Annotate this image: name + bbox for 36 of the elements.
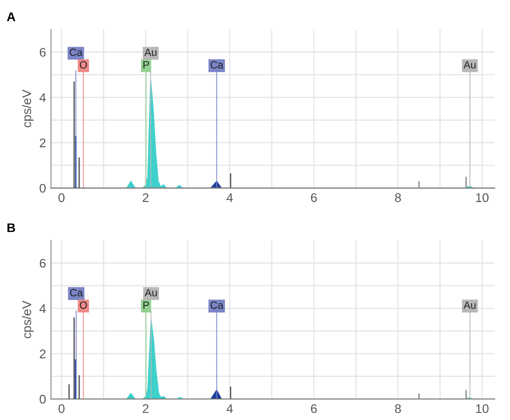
ref-line-label: O — [80, 301, 87, 309]
ref-line-label: Ca — [70, 48, 82, 56]
ref-line-label: Au — [144, 48, 156, 56]
x-tick-label: 6 — [311, 193, 317, 202]
ref-line-label: Ca — [210, 61, 224, 68]
y-tick-label: 2 — [40, 349, 46, 358]
x-tick-label: 8 — [395, 193, 401, 202]
x-tick-label: 0 — [58, 193, 64, 202]
x-tick-label: 2 — [142, 404, 148, 413]
y-axis-title: cps/eV — [22, 300, 34, 338]
x-tick-label: 0 — [58, 404, 64, 414]
y-tick-label: 0 — [40, 184, 46, 193]
ref-line-label: Ca — [210, 301, 224, 309]
y-axis-title: cps/eV — [22, 90, 34, 128]
ref-line-label: P — [143, 61, 149, 68]
y-tick-label: 2 — [40, 138, 46, 148]
ref-line-label: P — [143, 302, 149, 309]
x-tick-label: 2 — [142, 193, 148, 202]
ref-line-label: Au — [464, 302, 476, 309]
ref-line-label: Au — [144, 289, 157, 296]
x-tick-label: 6 — [311, 404, 317, 414]
x-tick-label: 8 — [395, 404, 401, 414]
y-tick-label: 0 — [40, 394, 46, 404]
ref-line-label: Ca — [70, 288, 83, 296]
chart-title: B — [7, 223, 16, 232]
y-tick-label: 4 — [39, 93, 46, 102]
y-tick-label: 6 — [40, 258, 46, 268]
x-tick-label: 4 — [226, 193, 233, 202]
ref-line-label: O — [80, 61, 87, 68]
y-tick-label: 6 — [40, 48, 46, 57]
x-tick-label: 10 — [476, 404, 489, 414]
y-tick-label: 4 — [39, 304, 46, 313]
chart-title: A — [6, 12, 16, 22]
x-tick-label: 4 — [226, 404, 233, 413]
ref-line-label: Au — [464, 61, 476, 68]
x-tick-label: 10 — [476, 193, 489, 202]
